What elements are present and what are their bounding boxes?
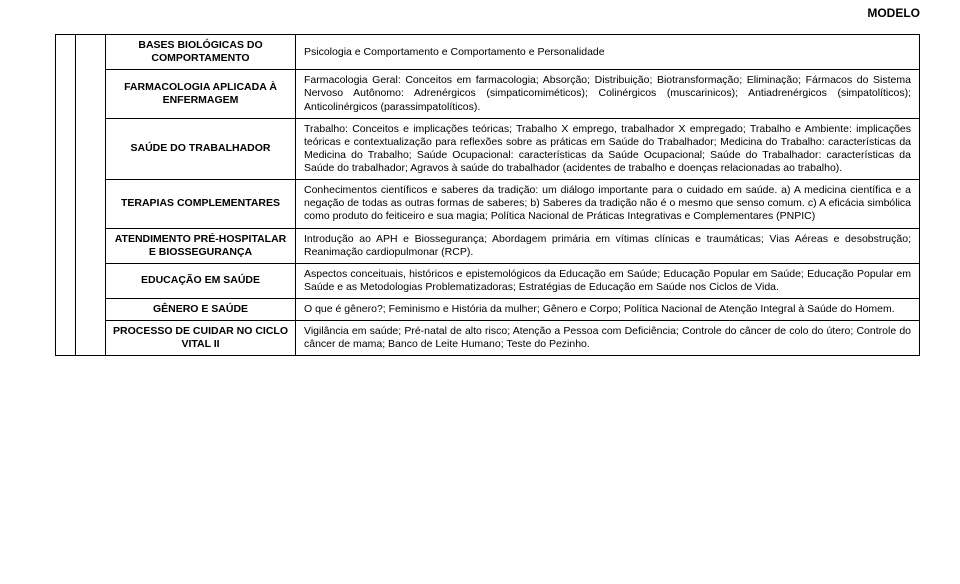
table-row: PROCESSO DE CUIDAR NO CICLO VITAL II Vig… — [56, 321, 920, 356]
table-row: ATENDIMENTO PRÉ-HOSPITALAR E BIOSSEGURAN… — [56, 228, 920, 263]
subject-cell: ATENDIMENTO PRÉ-HOSPITALAR E BIOSSEGURAN… — [106, 228, 296, 263]
description-cell: Vigilância em saúde; Pré-natal de alto r… — [296, 321, 920, 356]
content-table-wrap: BASES BIOLÓGICAS DO COMPORTAMENTO Psicol… — [55, 34, 920, 576]
subject-cell: BASES BIOLÓGICAS DO COMPORTAMENTO — [106, 35, 296, 70]
subject-cell: FARMACOLOGIA APLICADA À ENFERMAGEM — [106, 70, 296, 118]
table-row: FARMACOLOGIA APLICADA À ENFERMAGEM Farma… — [56, 70, 920, 118]
description-cell: O que é gênero?; Feminismo e História da… — [296, 299, 920, 321]
subject-cell: PROCESSO DE CUIDAR NO CICLO VITAL II — [106, 321, 296, 356]
description-cell: Psicologia e Comportamento e Comportamen… — [296, 35, 920, 70]
description-cell: Aspectos conceituais, históricos e epist… — [296, 263, 920, 298]
table-row: GÊNERO E SAÚDE O que é gênero?; Feminism… — [56, 299, 920, 321]
subject-cell: SAÚDE DO TRABALHADOR — [106, 118, 296, 180]
table-row: BASES BIOLÓGICAS DO COMPORTAMENTO Psicol… — [56, 35, 920, 70]
subject-cell: EDUCAÇÃO EM SAÚDE — [106, 263, 296, 298]
table-row: EDUCAÇÃO EM SAÚDE Aspectos conceituais, … — [56, 263, 920, 298]
subject-cell: TERAPIAS COMPLEMENTARES — [106, 180, 296, 228]
description-cell: Trabalho: Conceitos e implicações teóric… — [296, 118, 920, 180]
stub-col-2 — [76, 35, 106, 356]
description-cell: Introdução ao APH e Biossegurança; Abord… — [296, 228, 920, 263]
subject-cell: GÊNERO E SAÚDE — [106, 299, 296, 321]
table-row: SAÚDE DO TRABALHADOR Trabalho: Conceitos… — [56, 118, 920, 180]
stub-col-1 — [56, 35, 76, 356]
table-row: TERAPIAS COMPLEMENTARES Conhecimentos ci… — [56, 180, 920, 228]
description-cell: Farmacologia Geral: Conceitos em farmaco… — [296, 70, 920, 118]
content-table: BASES BIOLÓGICAS DO COMPORTAMENTO Psicol… — [55, 34, 920, 356]
page-header-label: MODELO — [867, 6, 920, 20]
description-cell: Conhecimentos científicos e saberes da t… — [296, 180, 920, 228]
